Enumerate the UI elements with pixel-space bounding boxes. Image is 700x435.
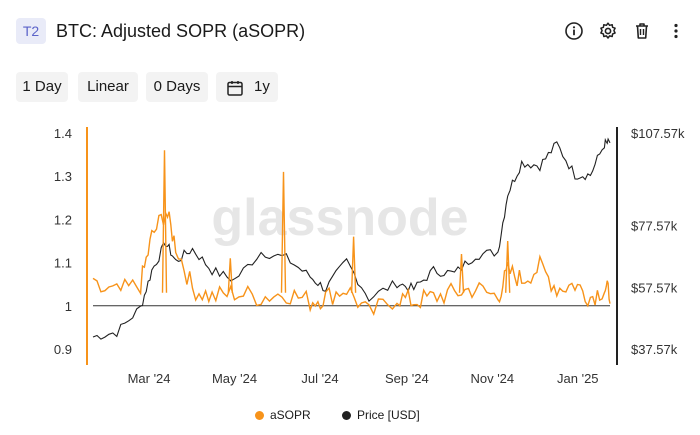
y-left-tick-label: 1.2 bbox=[54, 212, 72, 227]
watermark-text: glassnode bbox=[211, 189, 468, 247]
x-tick-label: Mar '24 bbox=[128, 371, 171, 386]
asopr-spike bbox=[350, 236, 357, 293]
asopr-spike bbox=[161, 150, 168, 293]
chart-legend: aSOPR Price [USD] bbox=[0, 404, 700, 428]
y-left-tick-label: 1 bbox=[65, 299, 72, 314]
info-icon[interactable] bbox=[562, 19, 586, 43]
range-button[interactable]: 1y bbox=[216, 72, 278, 102]
range-label: 1y bbox=[254, 78, 270, 95]
y-left-tick-label: 1.1 bbox=[54, 256, 72, 271]
trash-icon[interactable] bbox=[630, 19, 654, 43]
x-tick-label: Nov '24 bbox=[470, 371, 514, 386]
legend-dot-asopr bbox=[255, 410, 264, 420]
y-right-tick-label: $77.57k bbox=[631, 219, 678, 234]
x-tick-label: Sep '24 bbox=[385, 371, 429, 386]
x-tick-label: Jan '25 bbox=[557, 371, 599, 386]
calendar-icon bbox=[226, 78, 244, 96]
asopr-spike bbox=[227, 258, 233, 293]
y-left-tick-label: 0.9 bbox=[54, 342, 72, 357]
tier-badge: T2 bbox=[16, 18, 46, 44]
asopr-spike bbox=[280, 171, 287, 293]
scale-button[interactable]: Linear bbox=[78, 72, 138, 102]
legend-label-asopr: aSOPR bbox=[270, 408, 311, 422]
y-left-tick-label: 1.4 bbox=[54, 126, 72, 141]
x-tick-label: May '24 bbox=[212, 371, 257, 386]
more-vertical-icon[interactable] bbox=[664, 19, 688, 43]
asopr-spike bbox=[458, 253, 465, 293]
asopr-chart[interactable]: glassnode 0.9 1 1.1 1.2 1.3 1.4 $37.57k $57.57k… bbox=[0, 115, 700, 395]
asopr-series-line bbox=[92, 211, 611, 316]
x-tick-label: Jul '24 bbox=[301, 371, 338, 386]
resolution-button[interactable]: 1 Day bbox=[16, 72, 68, 102]
y-right-tick-label: $57.57k bbox=[631, 280, 678, 295]
legend-label-price: Price [USD] bbox=[357, 408, 420, 422]
chart-title: BTC: Adjusted SOPR (aSOPR) bbox=[56, 21, 306, 41]
legend-dot-price bbox=[342, 410, 351, 420]
asopr-spike bbox=[505, 240, 511, 293]
chart-canvas: glassnode 0.9 1 1.1 1.2 1.3 1.4 $37.57k $57.57k… bbox=[54, 126, 685, 386]
legend-item-price[interactable]: Price [USD] bbox=[342, 408, 420, 422]
legend-item-asopr[interactable]: aSOPR bbox=[255, 408, 311, 422]
y-left-tick-label: 1.3 bbox=[54, 169, 72, 184]
y-right-tick-label: $37.57k bbox=[631, 342, 678, 357]
gear-icon[interactable] bbox=[596, 19, 620, 43]
y-right-tick-label: $107.57k bbox=[631, 126, 685, 141]
chart-header: T2 BTC: Adjusted SOPR (aSOPR) bbox=[0, 0, 700, 62]
price-series-line bbox=[92, 137, 611, 340]
sma-button[interactable]: 0 Days bbox=[146, 72, 208, 102]
